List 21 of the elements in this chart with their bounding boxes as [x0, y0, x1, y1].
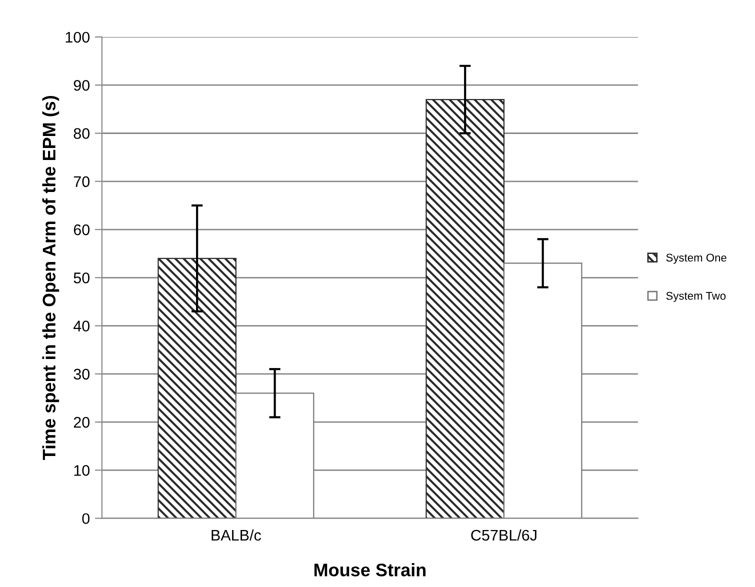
bar — [158, 258, 236, 518]
y-tick-label: 50 — [74, 272, 90, 284]
bar — [503, 262, 582, 518]
x-axis-title: Mouse Strain — [314, 563, 426, 576]
y-tick-label: 100 — [66, 32, 90, 43]
y-axis-title: Time spent in the Open Arm of the EPM (s) — [42, 96, 60, 460]
y-tick-label: 0 — [82, 513, 90, 524]
bar — [235, 392, 314, 518]
bar — [426, 99, 505, 518]
y-tick-label: 80 — [74, 128, 90, 139]
y-tick-label: 10 — [74, 465, 90, 476]
x-tick-label: C57BL/6J — [471, 529, 536, 541]
x-tick-label: BALB/c — [212, 529, 262, 541]
y-tick-label: 90 — [74, 80, 90, 91]
y-tick-label: 60 — [74, 224, 90, 236]
legend-label: System One — [666, 254, 726, 264]
legend-label: System Two — [666, 292, 726, 302]
y-tick-label: 30 — [74, 368, 90, 380]
y-tick-label: 70 — [74, 176, 90, 188]
y-tick-label: 40 — [73, 320, 90, 332]
y-tick-label: 20 — [74, 416, 90, 428]
